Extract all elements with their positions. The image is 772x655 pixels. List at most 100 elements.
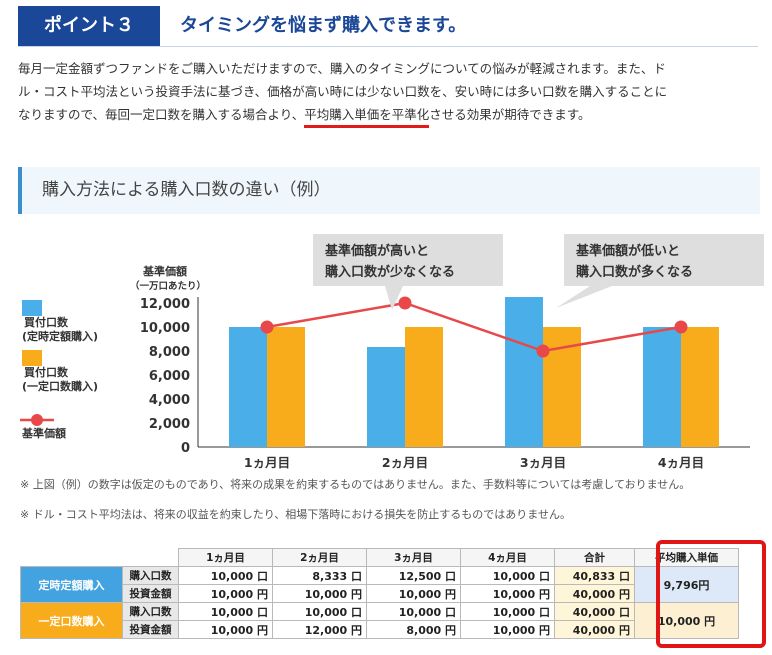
- price-point: [398, 296, 412, 310]
- cell: 10,000 円: [272, 584, 367, 603]
- point-header: ポイント３ タイミングを悩まず購入できます。: [18, 6, 758, 47]
- footnotes: ※ 上図（例）の数字は仮定のものであり、将来の成果を約束するものではありません。…: [20, 470, 690, 530]
- header-divider: [18, 46, 758, 47]
- callout-pointer: [385, 286, 403, 310]
- y-tick-label: 10,000: [140, 321, 190, 336]
- cell: 10,000 口: [272, 602, 367, 621]
- avg-price-fixed-units: 10,000 円: [634, 602, 739, 639]
- callout-box: [313, 234, 503, 286]
- group-label-fixed-units: 一定口数購入: [20, 602, 123, 639]
- cell: 8,000 円: [366, 620, 461, 639]
- legend-label: 買付口数: [24, 315, 69, 329]
- purchase-units-chart: 0 2,000 4,000 6,000 8,000 10,000 12,000 基準価額 （一万…: [20, 234, 764, 470]
- y-axis-title: 基準価額: [142, 264, 187, 278]
- bar-fixed-units: [405, 327, 443, 447]
- intro-line-3-pre: なりますので、毎回一定口数を購入する場合より、: [18, 107, 305, 122]
- y-tick-label: 6,000: [149, 369, 190, 384]
- x-tick-label: 2ヵ月目: [382, 455, 428, 470]
- total-cell: 40,000 口: [554, 602, 635, 621]
- callout-text: 購入口数が少なくなる: [324, 264, 455, 280]
- col-header-m2: 2ヵ月目: [272, 548, 367, 567]
- y-tick-label: 8,000: [149, 345, 190, 360]
- highlighted-phrase: 平均購入単価を平準化: [304, 103, 430, 128]
- legend-label: 買付口数: [24, 365, 69, 379]
- table-row: 投資金額 10,000 円 10,000 円 10,000 円 10,000 円…: [21, 584, 739, 603]
- row-label-amount: 投資金額: [122, 584, 179, 603]
- bar-fixed-amount: [643, 327, 681, 447]
- legend-label: 基準価額: [21, 426, 66, 440]
- total-cell: 40,000 円: [554, 620, 635, 639]
- callout-box: [564, 234, 764, 286]
- cell: 10,000 円: [178, 584, 273, 603]
- cell: 8,333 口: [272, 566, 367, 585]
- bar-fixed-amount: [229, 327, 267, 447]
- col-header-total: 合計: [554, 548, 635, 567]
- blank-cell: [122, 548, 179, 567]
- legend-swatch-fixed-amount: [22, 300, 42, 316]
- section-heading: 購入方法による購入口数の違い（例）: [18, 167, 760, 214]
- y-tick-label: 2,000: [149, 417, 190, 432]
- avg-price-highlight-frame: [656, 540, 766, 648]
- cell: 10,000 円: [460, 584, 555, 603]
- summary-table: 1ヵ月目 2ヵ月目 3ヵ月目 4ヵ月目 合計 平均購入単価 定時定額購入 購入口…: [20, 548, 739, 639]
- col-header-m4: 4ヵ月目: [460, 548, 555, 567]
- intro-line-1: 毎月一定金額ずつファンドをご購入いただけますので、購入のタイミングについての悩み…: [18, 61, 666, 76]
- footnote-2: ※ ドル・コスト平均法は、将来の収益を約束したり、相場下落時における損失を防止す…: [20, 508, 571, 521]
- intro-paragraph: 毎月一定金額ずつファンドをご購入いただけますので、購入のタイミングについての悩み…: [18, 57, 754, 128]
- price-line: [266, 301, 682, 353]
- cell: 10,000 口: [460, 602, 555, 621]
- bar-fixed-units: [681, 327, 719, 447]
- intro-line-2: ル・コスト平均法という投資手法に基づき、価格が高い時には少ない口数を、安い時には…: [18, 84, 668, 99]
- table-row: 投資金額 10,000 円 12,000 円 8,000 円 10,000 円 …: [21, 620, 739, 639]
- cell: 10,000 口: [178, 602, 273, 621]
- price-point: [260, 320, 274, 334]
- price-point: [674, 320, 688, 334]
- cell: 12,500 口: [366, 566, 461, 585]
- legend-point-swatch: [31, 414, 43, 426]
- section-title: 購入方法による購入口数の違い（例）: [42, 180, 331, 200]
- legend-label: (定時定額購入): [22, 329, 98, 343]
- x-tick-label: 3ヵ月目: [520, 455, 566, 470]
- bar-fixed-amount: [505, 297, 543, 447]
- x-tick-label: 4ヵ月目: [658, 455, 704, 470]
- cell: 10,000 口: [178, 566, 273, 585]
- y-axis-subtitle: （一万口あたり）: [130, 280, 206, 292]
- callout-text: 基準価額が高いと: [324, 243, 429, 259]
- x-tick-label: 1ヵ月目: [244, 455, 290, 470]
- price-point: [536, 344, 550, 358]
- table-row: 定時定額購入 購入口数 10,000 口 8,333 口 12,500 口 10…: [20, 566, 739, 603]
- point-badge: ポイント３: [18, 6, 160, 46]
- row-label-amount: 投資金額: [122, 620, 179, 639]
- legend-label: (一定口数購入): [22, 379, 98, 393]
- total-cell: 40,000 円: [554, 584, 635, 603]
- row-label-units: 購入口数: [122, 566, 179, 585]
- y-tick-label: 4,000: [149, 393, 190, 408]
- footnote-1: ※ 上図（例）の数字は仮定のものであり、将来の成果を約束するものではありません。…: [20, 478, 691, 491]
- y-tick-label: 12,000: [140, 297, 190, 312]
- avg-price-fixed-amount: 9,796円: [634, 566, 739, 603]
- legend-swatch-fixed-units: [22, 350, 42, 366]
- callout-text: 基準価額が低いと: [575, 243, 680, 259]
- group-label-fixed-amount: 定時定額購入: [20, 566, 123, 603]
- bar-fixed-amount: [367, 347, 405, 447]
- table-row: 一定口数購入 購入口数 10,000 口 10,000 口 10,000 口 1…: [20, 602, 739, 639]
- y-tick-label: 0: [181, 441, 190, 456]
- cell: 10,000 円: [366, 584, 461, 603]
- row-label-units: 購入口数: [122, 602, 179, 621]
- point-title: タイミングを悩まず購入できます。: [180, 15, 467, 36]
- cell: 10,000 口: [366, 602, 461, 621]
- intro-line-3: なりますので、毎回一定口数を購入する場合より、平均購入単価を平準化させる効果が期…: [18, 103, 754, 128]
- col-header-m1: 1ヵ月目: [178, 548, 273, 567]
- callout-pointer: [556, 286, 612, 308]
- callout-text: 購入口数が多くなる: [575, 264, 693, 280]
- table-header-row: 1ヵ月目 2ヵ月目 3ヵ月目 4ヵ月目 合計 平均購入単価: [20, 548, 739, 567]
- col-header-avg: 平均購入単価: [634, 548, 739, 567]
- intro-line-3-post: させる効果が期待できます。: [429, 107, 591, 122]
- cell: 10,000 円: [460, 620, 555, 639]
- bar-fixed-units: [267, 327, 305, 447]
- blank-cell: [20, 548, 123, 567]
- cell: 10,000 円: [178, 620, 273, 639]
- cell: 12,000 円: [272, 620, 367, 639]
- cell: 10,000 口: [460, 566, 555, 585]
- total-cell: 40,833 口: [554, 566, 635, 585]
